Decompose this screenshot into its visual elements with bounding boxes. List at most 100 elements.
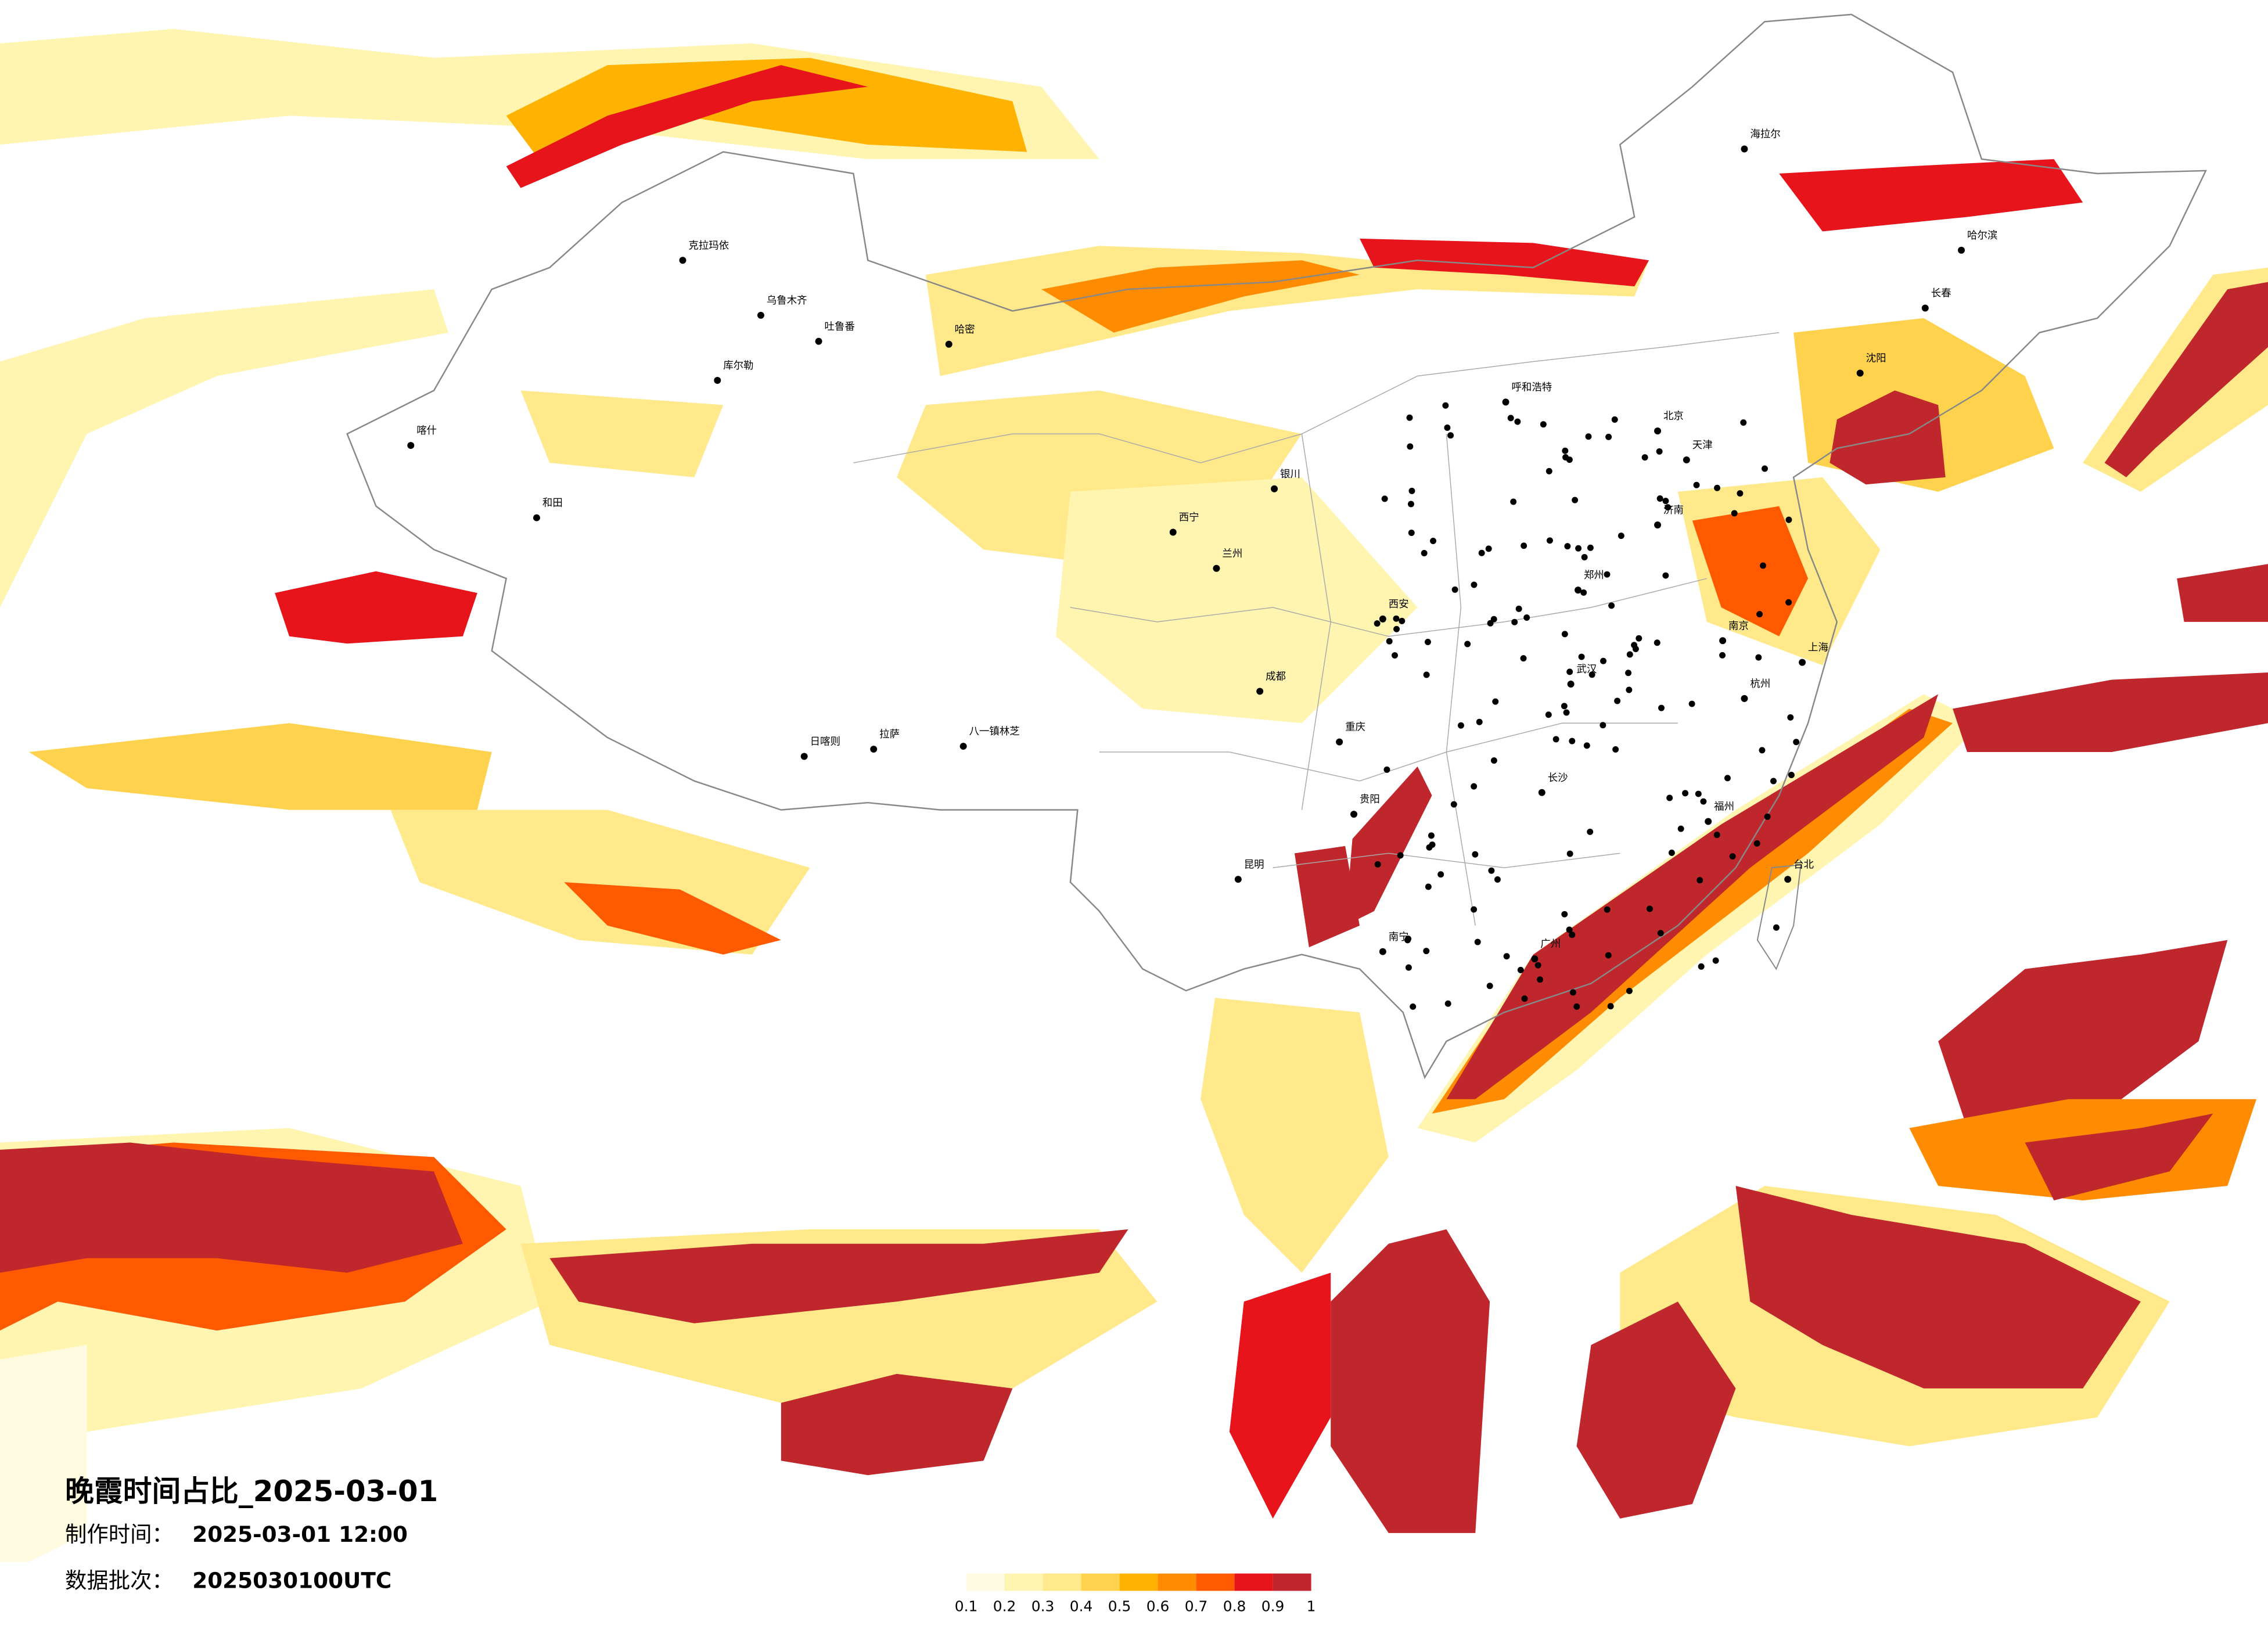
city-dot (1502, 398, 1509, 406)
city-label: 库尔勒 (723, 360, 753, 372)
city-dot (1753, 840, 1760, 847)
city-dot (1408, 487, 1415, 494)
info-label: 制作时间： (65, 1521, 174, 1547)
city-dot (1856, 369, 1864, 377)
field-patch (0, 1345, 87, 1562)
province-lines (853, 332, 1780, 926)
city-dot (1561, 911, 1568, 918)
city-dot (959, 743, 967, 750)
city-dot (1626, 987, 1633, 994)
field-patch (1056, 477, 1418, 724)
city-dot (1563, 709, 1570, 716)
city-dot (1213, 564, 1220, 572)
city-dot (1421, 550, 1428, 556)
city-label: 福州 (1714, 801, 1734, 813)
city-dot (1507, 415, 1514, 422)
city-label: 长沙 (1548, 772, 1568, 784)
city-dot (1641, 454, 1648, 461)
city-dot (1668, 849, 1675, 856)
city-dot (1393, 625, 1400, 632)
city-dot (714, 377, 721, 384)
city-label: 长春 (1931, 288, 1951, 300)
colorbar-tick-label: 1 (1307, 1598, 1316, 1614)
city-label: 乌鲁木齐 (767, 295, 807, 307)
city-dot (1450, 801, 1457, 808)
city-dot (1392, 652, 1398, 659)
city-dot (1379, 615, 1386, 623)
city-dot (1580, 589, 1587, 596)
city-label: 贵阳 (1360, 794, 1380, 805)
taiwan (1756, 864, 1802, 970)
city-dot (1386, 638, 1393, 645)
city-dot (1510, 498, 1517, 505)
city-dot (1626, 686, 1633, 693)
city-dot (1425, 883, 1432, 890)
field-patch (1576, 1301, 1736, 1519)
city-dot (1503, 953, 1510, 960)
colorbar-swatch (1119, 1573, 1158, 1591)
info-value: 2025-03-01 12:00 (192, 1521, 408, 1547)
city-dot (1654, 639, 1660, 646)
city-dot (1677, 825, 1684, 832)
city-dot (1490, 616, 1497, 623)
city-label: 海拉尔 (1750, 129, 1780, 141)
city-dot (1719, 652, 1726, 659)
city-dot (1612, 746, 1619, 753)
city-dot (1169, 528, 1177, 536)
city-dot (1423, 948, 1430, 955)
city-dot (1552, 736, 1559, 743)
field-patch (1779, 159, 2083, 232)
field-patch (2177, 564, 2268, 622)
city-dot (1410, 1003, 1417, 1010)
colorbar-tick-label: 0.3 (1031, 1598, 1055, 1614)
city-dot (1486, 983, 1493, 990)
field (0, 28, 2268, 1562)
city-dot (1451, 586, 1458, 593)
city-label: 银川 (1280, 469, 1300, 480)
city-dot (1562, 454, 1569, 461)
colorbar-tick-label: 0.6 (1146, 1598, 1170, 1614)
city-dot (1424, 639, 1431, 645)
city-dot (1662, 498, 1669, 505)
city-label: 吐鲁番 (825, 321, 855, 333)
city-dot (1447, 432, 1454, 439)
city-dot (870, 746, 878, 753)
city-label: 广州 (1540, 938, 1561, 950)
field-patch (1938, 940, 2228, 1128)
city-dot (1511, 618, 1518, 625)
city-dot (1741, 145, 1748, 153)
city-dot (1472, 851, 1479, 858)
city-dot (1572, 497, 1579, 503)
city-dot (1714, 484, 1721, 491)
field-patch (781, 1373, 1013, 1476)
city-dot (1428, 832, 1435, 839)
city-dot (800, 753, 808, 760)
city-dot (1626, 651, 1633, 658)
city-dot (1773, 924, 1780, 931)
city-dot (1569, 989, 1576, 996)
colorbar-swatch (1158, 1573, 1196, 1591)
city-label: 沈阳 (1866, 353, 1886, 365)
city-dot (1464, 641, 1471, 647)
city-dot (1256, 688, 1264, 695)
city-dot (1756, 611, 1763, 618)
city-dot (1662, 572, 1669, 579)
field-patch (1229, 1272, 1331, 1519)
city-dot (1397, 852, 1404, 859)
city-dot (1515, 605, 1522, 612)
colorbar-tick-label: 0.7 (1185, 1598, 1208, 1614)
field-patch (0, 289, 449, 607)
city-dot (1698, 963, 1705, 970)
city-dot (1407, 501, 1414, 508)
city-dot (1523, 614, 1530, 621)
city-dot (1561, 703, 1568, 710)
city-label: 杭州 (1750, 678, 1770, 690)
city-dot (1608, 602, 1615, 609)
city-dot (1562, 447, 1569, 454)
city-dot (815, 337, 822, 345)
field-patch (2025, 1113, 2213, 1201)
colorbar-tick-label: 0.8 (1223, 1598, 1246, 1614)
city-dot (1587, 544, 1594, 551)
city-dot (1656, 495, 1663, 502)
